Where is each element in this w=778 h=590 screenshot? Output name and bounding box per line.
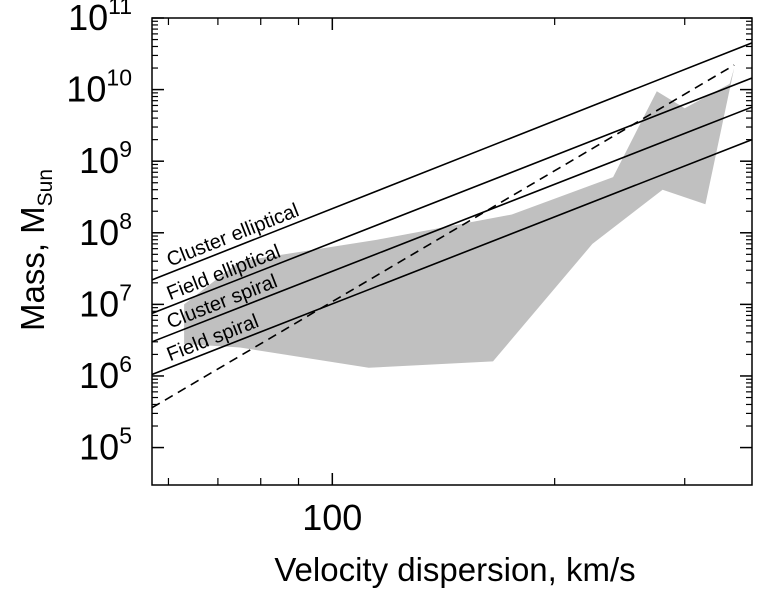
y-tick-label: 107 bbox=[79, 279, 132, 324]
y-tick-label: 1010 bbox=[66, 65, 132, 110]
x-axis-title: Velocity dispersion, km/s bbox=[274, 551, 635, 588]
cluster-elliptical-line bbox=[152, 42, 752, 281]
y-axis-title-main: Mass, M bbox=[14, 206, 51, 331]
cluster-spiral-line bbox=[152, 106, 752, 343]
dashed-reference-line bbox=[152, 64, 735, 409]
y-tick-label: 1011 bbox=[68, 0, 132, 38]
y-tick-label: 108 bbox=[79, 208, 132, 253]
y-tick-label: 109 bbox=[79, 136, 132, 181]
plot-frame bbox=[151, 17, 753, 486]
y-tick-label: 105 bbox=[79, 423, 132, 468]
y-axis-title: Mass, MSun bbox=[14, 169, 57, 331]
field-elliptical-line bbox=[152, 77, 752, 315]
shaded-region bbox=[184, 68, 735, 368]
y-tick-label: 106 bbox=[79, 351, 132, 396]
field-spiral-line bbox=[152, 138, 752, 376]
y-axis-title-sub: Sun bbox=[34, 169, 57, 206]
x-tick-label: 100 bbox=[302, 497, 362, 538]
